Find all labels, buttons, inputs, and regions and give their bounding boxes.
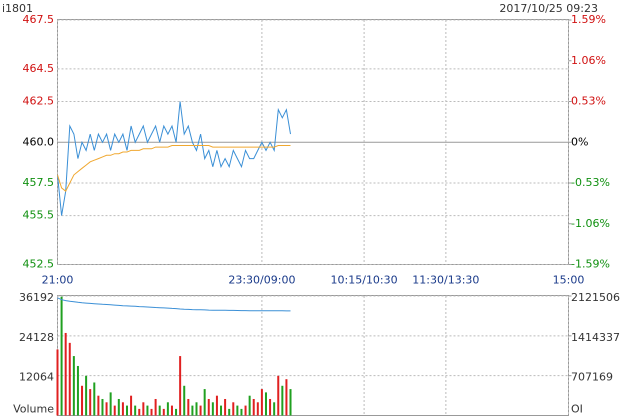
volume-bar <box>134 405 137 416</box>
volume-bar <box>64 332 67 416</box>
volume-bar <box>203 389 206 416</box>
volume-bar <box>220 405 223 416</box>
y-tick-label: 464.5 <box>23 62 55 75</box>
volume-bar <box>269 398 272 416</box>
y-tick-label: 36192 <box>19 291 54 304</box>
volume-bar <box>105 402 108 416</box>
volume-bar <box>240 408 243 416</box>
volume-bar <box>72 356 75 416</box>
y2-tick-label: -1.06% <box>571 217 610 230</box>
volume-bar <box>154 398 157 416</box>
volume-bar <box>285 379 288 416</box>
datetime: 2017/10/25 09:23 <box>499 2 598 15</box>
volume-bar <box>121 402 124 416</box>
y-tick-label: 462.5 <box>23 95 55 108</box>
volume-bar <box>175 408 178 416</box>
x-tick-label: 21:00 <box>42 274 74 287</box>
volume-bar <box>146 405 149 416</box>
volume-bar <box>130 395 133 416</box>
volume-bar <box>89 389 92 416</box>
y2-axis-label: OI <box>571 403 583 416</box>
price-line <box>57 101 291 216</box>
volume-bar <box>179 356 182 416</box>
volume-bar <box>256 402 259 416</box>
volume-bar <box>207 398 210 416</box>
y2-tick-label: 0% <box>571 135 588 148</box>
volume-bar <box>101 398 104 416</box>
volume-bar <box>215 395 218 416</box>
y-tick-label: 460.0 <box>23 135 55 148</box>
price-line <box>57 145 291 192</box>
oi-line <box>57 297 291 312</box>
volume-bar <box>252 398 255 416</box>
volume-bar <box>260 389 263 416</box>
volume-bar <box>93 382 96 416</box>
volume-bar <box>277 375 280 416</box>
x-tick-label: 15:00 <box>553 274 585 287</box>
volume-bar <box>191 405 194 416</box>
volume-bar <box>150 408 153 416</box>
y-tick-label: 457.5 <box>23 176 55 189</box>
volume-bar <box>281 385 284 416</box>
volume-bar <box>76 365 79 416</box>
y2-tick-label: 1.06% <box>571 54 606 67</box>
x-tick-label: 11:30/13:30 <box>412 274 479 287</box>
y2-tick-label: 1.59% <box>571 13 606 26</box>
y-tick-label: 455.5 <box>23 209 55 222</box>
y2-tick-label: 707169 <box>571 371 613 384</box>
volume-bar <box>117 398 120 416</box>
volume-bar <box>232 402 235 416</box>
y-tick-label: 467.5 <box>23 13 55 26</box>
volume-bar <box>183 385 186 416</box>
x-tick-label: 10:15/10:30 <box>331 274 398 287</box>
volume-bar <box>56 349 59 416</box>
volume-frame <box>57 295 569 416</box>
y2-tick-label: -0.53% <box>571 176 610 189</box>
y-tick-label: 452.5 <box>23 258 55 271</box>
volume-bar <box>199 405 202 416</box>
volume-bar <box>166 402 169 416</box>
volume-bar <box>236 405 239 416</box>
x-tick-label: 23:30/09:00 <box>228 274 295 287</box>
y2-tick-label: 1414337 <box>571 331 620 344</box>
volume-bar <box>211 402 214 416</box>
volume-bar <box>273 402 276 416</box>
y2-tick-label: 2121506 <box>571 291 620 304</box>
volume-bar <box>289 389 292 416</box>
volume-bar <box>244 405 247 416</box>
y2-tick-label: -1.59% <box>571 258 610 271</box>
y-axis-label: Volume <box>13 403 54 416</box>
volume-bar <box>81 385 84 416</box>
volume-bar <box>224 398 227 416</box>
volume-bar <box>228 408 231 416</box>
volume-bar <box>187 398 190 416</box>
volume-bar <box>158 405 161 416</box>
volume-bar <box>170 405 173 416</box>
volume-bar <box>68 342 71 416</box>
y-tick-label: 12064 <box>19 371 54 384</box>
volume-bar <box>142 402 145 416</box>
y-tick-label: 24128 <box>19 331 54 344</box>
volume-bar <box>248 395 251 416</box>
volume-bar <box>138 408 141 416</box>
volume-bar <box>97 395 100 416</box>
volume-bar <box>125 405 128 416</box>
volume-bar <box>109 392 112 416</box>
volume-bar <box>85 375 88 416</box>
symbol: i1801 <box>2 2 33 15</box>
volume-bar <box>60 296 63 416</box>
volume-bar <box>162 408 165 416</box>
volume-bar <box>195 402 198 416</box>
y2-tick-label: 0.53% <box>571 95 606 108</box>
volume-bar <box>264 392 267 416</box>
volume-bar <box>113 405 116 416</box>
